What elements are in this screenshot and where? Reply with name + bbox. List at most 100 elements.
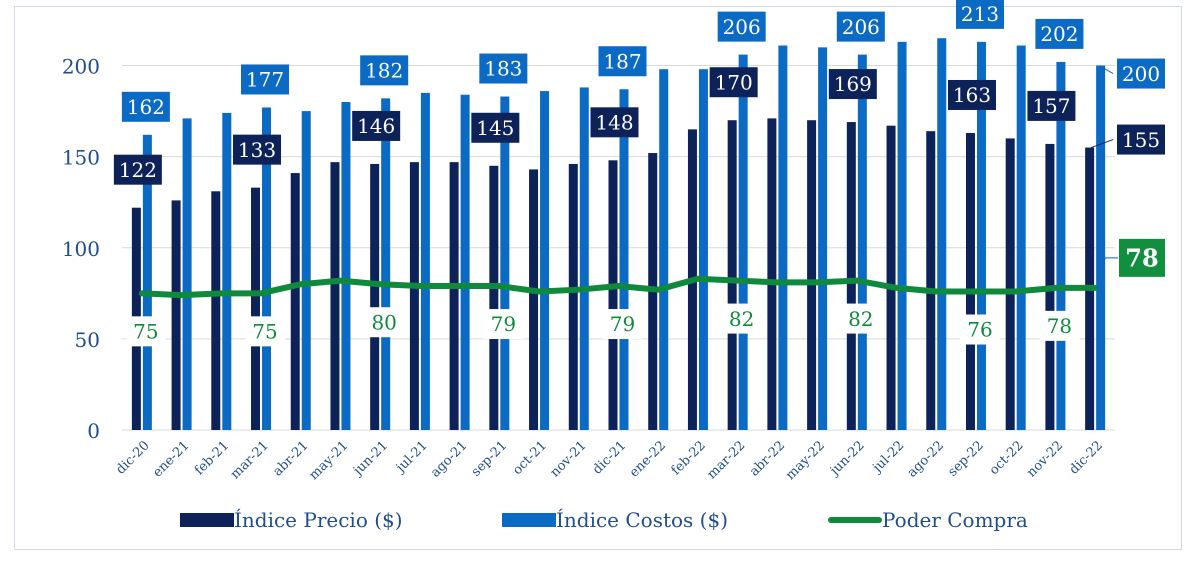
data-label-precio-box [828,69,877,100]
x-tick-label: may-22 [783,438,828,483]
x-tick-label: abr-21 [270,438,311,479]
bar-precio [489,165,499,430]
x-tick-label: dic-21 [590,438,629,477]
x-tick-label: oct-21 [510,438,550,478]
leader-costos [1098,65,1114,74]
legend-label-poder: Poder Compra [882,508,1028,532]
data-label-costos-last: 200 [1122,62,1160,86]
x-tick-label: dic-22 [1067,438,1106,477]
x-tick-label: jul-22 [869,438,908,477]
data-label-precio: 170 [715,70,753,94]
data-label-precio-last-box [1117,124,1165,155]
legend-item-precio: Índice Precio ($) [180,508,403,532]
bar-costos [619,89,629,430]
legend: Índice Precio ($) Índice Costos ($) Pode… [0,508,1196,538]
x-tick-label: ene-22 [627,438,669,480]
leader-poder [1096,257,1118,288]
x-tick-label: feb-22 [669,438,709,478]
y-tick-label: 150 [62,146,100,170]
data-label-poder-box [721,303,762,334]
data-label-poder: 82 [729,307,754,331]
data-label-poder-last-box [1119,238,1165,277]
bar-costos [738,54,748,430]
bar-precio [1005,138,1015,430]
data-label-precio: 133 [238,138,276,162]
data-label-precio: 148 [595,111,633,135]
data-label-costos-box [241,64,290,95]
bar-costos [897,41,907,430]
bar-costos [1096,65,1106,431]
bar-costos [142,134,152,431]
data-label-precio-box [590,107,639,138]
legend-item-costos: Índice Costos ($) [502,508,728,532]
x-tick-label: abr-22 [747,438,788,479]
bar-costos [937,38,947,430]
bar-costos [222,112,232,430]
x-tick-label: mar-21 [228,438,272,482]
data-label-costos: 182 [365,59,403,83]
bar-precio [330,162,340,430]
data-label-precio: 146 [357,114,395,138]
bar-precio [290,173,300,431]
data-label-costos-last-box [1117,58,1165,89]
data-label-poder: 80 [371,310,396,334]
data-label-costos: 187 [603,49,641,73]
data-label-poder: 75 [133,320,158,344]
bar-costos [579,87,589,430]
data-label-poder-box [125,316,166,347]
bar-costos [420,92,430,430]
bar-precio [449,162,459,430]
x-tick-label: oct-22 [987,438,1027,478]
x-tick-label: nov-21 [548,438,590,480]
x-tick-label: ene-21 [150,438,192,480]
data-label-costos: 206 [842,15,880,39]
bar-costos [976,41,986,430]
data-label-precio: 169 [834,72,872,96]
data-label-poder: 79 [491,312,516,336]
bar-precio [171,200,181,430]
leader-precio [1090,139,1114,149]
data-label-precio: 122 [119,158,157,182]
bar-precio [727,120,737,430]
data-label-precio-box [709,67,758,98]
bar-costos [301,111,311,430]
chart-frame [14,6,1182,550]
legend-item-poder: Poder Compra [828,508,1028,532]
y-tick-label: 50 [75,328,100,352]
legend-swatch-precio [180,513,234,527]
bar-precio [251,187,261,430]
x-tick-label: sep-21 [469,438,510,479]
legend-swatch-costos [502,513,556,527]
data-label-costos-box [479,53,528,84]
data-label-costos-box [360,55,409,86]
x-tick-label: jul-21 [392,438,431,477]
data-label-costos-box [955,0,1004,29]
data-label-precio: 145 [476,116,514,140]
x-tick-label: sep-22 [945,438,986,479]
x-tick-label: mar-22 [704,438,748,482]
data-label-poder-box [483,309,524,340]
data-label-precio: 163 [953,83,991,107]
bar-precio [767,118,777,431]
y-tick-label: 200 [62,55,100,79]
legend-label-precio: Índice Precio ($) [234,508,403,532]
legend-label-costos: Índice Costos ($) [556,508,729,532]
data-label-poder-box [959,314,1000,345]
bar-precio [211,191,221,430]
x-tick-label: feb-21 [192,438,232,478]
data-label-poder: 79 [610,312,635,336]
bar-costos [540,91,550,431]
data-label-costos: 202 [1040,22,1078,46]
data-label-costos-box [836,11,885,42]
data-label-poder-box [840,303,881,334]
bar-costos [857,54,867,430]
bar-precio [608,160,618,431]
x-tick-label: jun-21 [349,438,391,480]
data-label-costos: 162 [127,95,165,119]
x-tick-label: ago-22 [905,438,947,480]
bar-precio [926,131,936,430]
bar-precio [568,163,578,430]
y-tick-label: 0 [87,419,100,443]
data-label-precio-last: 155 [1122,128,1160,152]
